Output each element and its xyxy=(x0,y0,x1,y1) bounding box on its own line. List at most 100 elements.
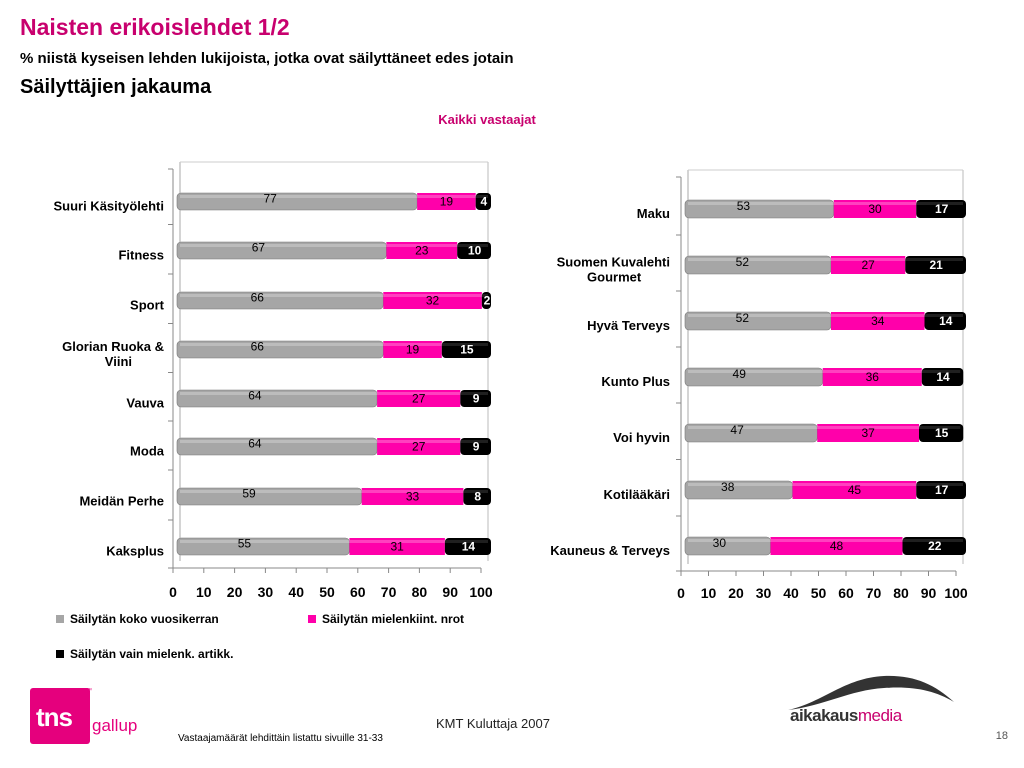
page-subtitle: % niistä kyseisen lehden lukijoista, jot… xyxy=(20,50,514,67)
x-tick-label: 30 xyxy=(756,585,772,601)
bar-highlight xyxy=(460,392,488,395)
bar-highlight xyxy=(792,483,917,486)
bar-segment-series3 xyxy=(916,200,966,218)
bar-highlight xyxy=(349,540,445,543)
bar-segment-series3 xyxy=(460,390,491,407)
data-label-series2: 34 xyxy=(871,314,885,328)
x-tick-label: 100 xyxy=(469,584,493,600)
data-label-series1: 30 xyxy=(713,536,727,550)
category-label: Voi hyvin xyxy=(613,430,670,445)
bar-highlight xyxy=(688,426,818,429)
x-tick-label: 90 xyxy=(442,584,458,600)
bar-segment-series2 xyxy=(349,538,445,555)
category-label-line: Voi hyvin xyxy=(613,430,670,445)
x-tick-label: 40 xyxy=(288,584,304,600)
tns-gallup-logo: tns ™ gallup xyxy=(30,688,138,746)
category-label: Kotilääkäri xyxy=(604,487,670,502)
x-tick-label: 80 xyxy=(893,585,909,601)
bar-highlight xyxy=(688,370,823,373)
bar-segment-series3 xyxy=(457,242,491,259)
x-tick-label: 90 xyxy=(921,585,937,601)
bar-highlight xyxy=(822,370,922,373)
bar-highlight xyxy=(377,440,461,443)
bar-segment-series3 xyxy=(481,292,491,309)
bar-highlight xyxy=(377,392,461,395)
bar-highlight xyxy=(180,490,362,493)
footnote: Vastaajamäärät lehdittäin listattu sivui… xyxy=(178,733,383,744)
bar-highlight xyxy=(417,195,476,198)
x-tick-label: 50 xyxy=(319,584,335,600)
x-tick-label: 70 xyxy=(866,585,882,601)
bar-segment-series3 xyxy=(924,312,966,330)
aikakausmedia-swoosh-icon xyxy=(788,675,954,710)
data-label-series3: 2 xyxy=(484,294,491,308)
data-label-series1: 53 xyxy=(737,199,751,213)
bar-segment-series2 xyxy=(383,341,442,358)
bar-highlight xyxy=(460,440,488,443)
aikakausmedia-logo-text-a: aikakaus xyxy=(790,706,858,725)
bar-segment-series2 xyxy=(383,292,482,309)
data-label-series1: 49 xyxy=(733,367,747,381)
bar-highlight xyxy=(831,258,906,261)
aikakausmedia-logo: aikakausmedia xyxy=(784,672,964,728)
bar-highlight xyxy=(361,490,464,493)
bar-segment-series2 xyxy=(792,481,917,499)
legend-label-series2: Säilytän mielenkiint. nrot xyxy=(322,612,465,626)
data-label-series2: 27 xyxy=(412,392,426,406)
x-tick-label: 0 xyxy=(169,584,177,600)
source-label: KMT Kuluttaja 2007 xyxy=(436,716,550,731)
data-label-series2: 33 xyxy=(406,490,420,504)
bar-highlight xyxy=(688,483,793,486)
data-label-series3: 17 xyxy=(935,202,949,216)
bar-highlight xyxy=(817,426,919,429)
category-label-line: Moda xyxy=(130,444,165,459)
data-label-series1: 59 xyxy=(242,487,256,501)
data-label-series2: 19 xyxy=(440,195,454,209)
category-label: Hyvä Terveys xyxy=(587,318,670,333)
page-subtitle-2: Säilyttäjien jakauma xyxy=(20,76,212,98)
category-label: Sport xyxy=(130,298,165,313)
bar-highlight xyxy=(180,195,418,198)
bar-highlight xyxy=(180,540,350,543)
category-label: Fitness xyxy=(118,248,164,263)
data-label-series3: 14 xyxy=(939,314,953,328)
data-label-series1: 47 xyxy=(730,423,744,437)
bar-highlight xyxy=(180,440,378,443)
legend-item-series3: Säilytän vain mielenk. artikk. xyxy=(56,647,233,661)
data-label-series3: 14 xyxy=(936,370,950,384)
bar-highlight xyxy=(457,244,488,247)
category-label-line: Viini xyxy=(105,354,132,369)
bar-highlight xyxy=(770,539,903,542)
data-label-series1: 66 xyxy=(251,291,265,305)
data-label-series1: 67 xyxy=(252,241,266,255)
bar-segment-series3 xyxy=(463,488,491,505)
category-label-line: Kunto Plus xyxy=(601,374,670,389)
category-label-line: Suomen Kuvalehti xyxy=(557,255,670,270)
category-label: Vauva xyxy=(126,396,164,411)
bar-segment-series3 xyxy=(441,341,491,358)
page-number: 18 xyxy=(995,730,1008,742)
bar-segment-series3 xyxy=(475,193,491,210)
data-label-series1: 52 xyxy=(736,311,750,325)
data-label-series3: 8 xyxy=(474,490,481,504)
x-tick-label: 20 xyxy=(227,584,243,600)
data-label-series3: 21 xyxy=(929,258,943,272)
legend-item-series1: Säilytän koko vuosikerran xyxy=(56,612,219,626)
category-label: Meidän Perhe xyxy=(79,494,164,509)
data-label-series3: 9 xyxy=(473,392,480,406)
data-label-series3: 17 xyxy=(935,483,949,497)
chart-left: 0 10 20 30 40 50 60 70 80 90 100 Suuri Käsityölehti… xyxy=(53,161,493,600)
category-label-line: Sport xyxy=(130,298,165,313)
legend-label-series1: Säilytän koko vuosikerran xyxy=(70,612,219,626)
bar-segment-series2 xyxy=(386,242,458,259)
bar-highlight xyxy=(921,370,961,373)
category-label-line: Maku xyxy=(637,206,670,221)
bar-highlight xyxy=(924,314,963,317)
data-label-series3: 10 xyxy=(468,244,482,258)
bar-segment-series3 xyxy=(919,424,964,442)
bar-highlight xyxy=(905,258,963,261)
bar-segment-series2 xyxy=(817,424,919,442)
data-label-series1: 52 xyxy=(736,255,750,269)
bar-segment-series2 xyxy=(377,390,461,407)
bar-highlight xyxy=(902,539,963,542)
